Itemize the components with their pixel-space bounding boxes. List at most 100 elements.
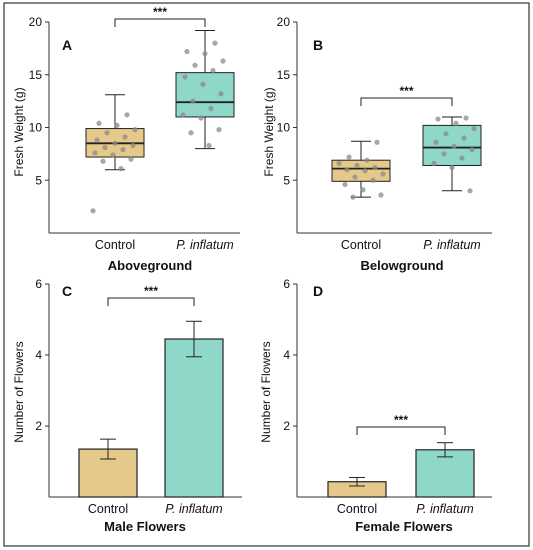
panel-d-y-tick-label: 6 — [283, 277, 290, 291]
panel-b-data-point — [378, 192, 384, 198]
panel-b-data-point — [459, 155, 465, 161]
panel-b-data-point — [370, 177, 376, 183]
panel-a-data-point — [100, 158, 106, 164]
panel-c-title: Male Flowers — [104, 519, 186, 534]
panel-c-x-tick-label: P. inflatum — [165, 502, 222, 516]
panel-b-y-tick-label: 5 — [283, 173, 290, 187]
panel-b-data-point — [362, 168, 368, 174]
panel-d-x-tick-label: P. inflatum — [416, 502, 473, 516]
panel-a-data-point — [192, 62, 198, 68]
panel-b-data-point — [350, 194, 356, 200]
panel-a-data-point — [218, 91, 224, 97]
panel-a-data-point — [198, 115, 204, 121]
panel-a-data-point — [92, 150, 98, 156]
panel-a-data-point — [94, 137, 100, 143]
panel-c-y-tick-label: 2 — [35, 419, 42, 433]
panel-a-data-point — [112, 140, 118, 146]
panel-a-data-point — [182, 74, 188, 80]
panel-b-data-point — [346, 154, 352, 160]
panel-a-data-point — [208, 105, 214, 112]
panel-d-plot: 2 4 6 Control P. inflatum *** — [283, 277, 492, 516]
panel-b-data-point — [352, 174, 358, 180]
panel-b-data-point — [380, 171, 386, 177]
panel-a-data-point — [120, 147, 126, 153]
panel-a-x-tick-label: Control — [95, 238, 135, 252]
panel-a-data-point — [132, 127, 138, 133]
panel-b-y-tick-label: 15 — [277, 68, 291, 82]
panel-a-data-point — [114, 122, 120, 128]
panel-a-title: Aboveground — [108, 258, 193, 273]
panel-b-data-point — [449, 164, 455, 171]
panel-b-data-point — [433, 139, 439, 145]
panel-c-y-tick-label: 4 — [35, 348, 42, 362]
panel-b-data-point — [360, 187, 366, 193]
panel-a-significance-label: *** — [153, 5, 167, 19]
panel-b-data-point — [451, 143, 457, 150]
panel-c-ylabel: Number of Flowers — [12, 341, 26, 442]
panel-b-y-tick-label: 10 — [277, 121, 291, 135]
panel-b-data-point — [435, 116, 441, 122]
panel-a: A Fresh Weight (g) Aboveground 5 10 15 20 Co… — [12, 5, 240, 273]
panel-c: C Number of Flowers Male Flowers 2 4 6 Cont… — [12, 277, 242, 534]
panel-d-significance-bracket — [356, 426, 446, 435]
panel-d-bar — [415, 449, 475, 498]
panel-a-y-tick-label: 5 — [35, 173, 42, 187]
panel-a-data-point — [104, 130, 110, 136]
panel-a-data-point — [216, 127, 222, 133]
panel-d-significance-label: *** — [394, 413, 408, 427]
panel-b-data-point — [342, 181, 348, 188]
panel-b-data-point — [441, 151, 447, 157]
panel-c-label: C — [62, 283, 72, 299]
panel-b-x-tick-label: P. inflatum — [423, 238, 480, 252]
panel-a-ylabel: Fresh Weight (g) — [12, 87, 26, 176]
panel-b-data-point — [453, 120, 459, 126]
panel-b-data-point — [364, 157, 370, 163]
panel-a-data-point — [102, 144, 108, 151]
panel-c-bar — [164, 338, 224, 498]
panel-a-data-point — [212, 40, 218, 46]
panel-a-data-point — [128, 156, 134, 162]
panel-b-data-point — [344, 167, 350, 173]
panel-c-significance-label: *** — [144, 284, 158, 298]
panel-b-data-point — [467, 188, 473, 194]
panel-b-significance-label: *** — [399, 84, 413, 98]
panel-b-significance-bracket — [360, 97, 453, 106]
panel-a-data-point — [122, 134, 128, 140]
panel-d-label: D — [313, 283, 323, 299]
panel-b-data-point — [469, 147, 475, 153]
panel-a-box — [175, 72, 235, 118]
panel-a-data-point — [110, 152, 116, 158]
panel-a-data-point — [130, 142, 136, 149]
panel-c-significance-bracket — [107, 297, 195, 306]
panel-a-data-point — [96, 120, 102, 126]
panel-b-data-point — [471, 125, 477, 132]
panel-b-data-point — [463, 115, 469, 121]
panel-a-data-point — [220, 58, 226, 64]
panel-b-y-tick-label: 20 — [277, 15, 291, 29]
panel-d-y-tick-label: 2 — [283, 419, 290, 433]
panel-c-x-tick-label: Control — [88, 502, 128, 516]
panel-b-data-point — [374, 139, 380, 145]
panel-b-data-point — [354, 162, 360, 169]
panel-a-significance-bracket — [114, 18, 206, 27]
panel-b-title: Belowground — [360, 258, 443, 273]
panel-b-data-point — [461, 135, 467, 141]
panel-a-data-point — [90, 208, 96, 214]
panel-a-data-point — [124, 112, 130, 118]
panel-a-data-point — [118, 166, 124, 172]
panel-b-x-tick-label: Control — [341, 238, 381, 252]
panel-a-data-point — [206, 142, 212, 149]
panel-a-data-point — [210, 67, 216, 74]
panel-d: D Number of Flowers Female Flowers 2 4 6 Co… — [259, 277, 492, 534]
panel-b-label: B — [313, 37, 323, 53]
panel-a-x-tick-label: P. inflatum — [176, 238, 233, 252]
panel-d-title: Female Flowers — [355, 519, 453, 534]
panel-a-plot: 5 10 15 20 Control P. inflatum *** — [29, 5, 240, 252]
panel-d-ylabel: Number of Flowers — [259, 341, 273, 442]
panel-c-y-tick-label: 6 — [35, 277, 42, 291]
panel-b-data-point — [336, 160, 342, 166]
panel-a-data-point — [200, 81, 206, 87]
panel-b-data-point — [443, 131, 449, 137]
panel-a-data-point — [184, 48, 190, 55]
